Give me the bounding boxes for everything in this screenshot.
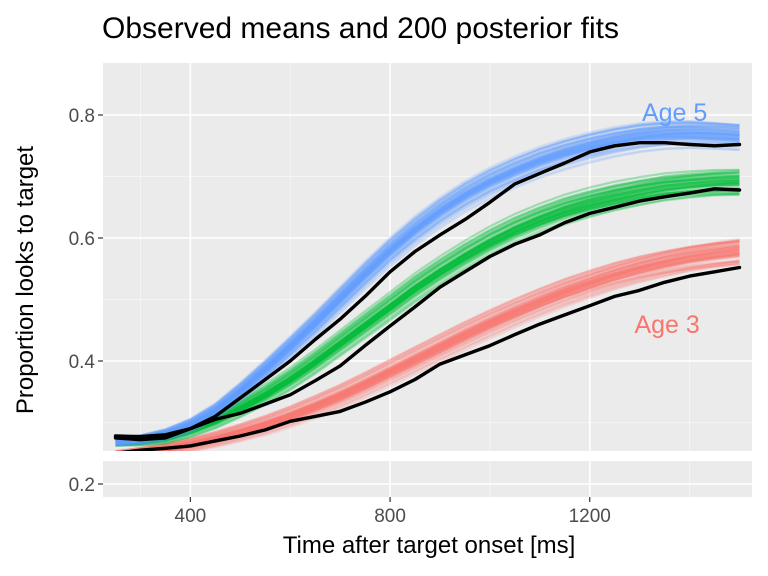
posterior-fit-line	[115, 122, 740, 441]
posterior-fit-line	[115, 239, 740, 453]
posterior-fit-line	[115, 246, 740, 455]
posterior-fit-line	[115, 240, 740, 453]
posterior-fits-group	[115, 237, 740, 460]
posterior-fit-line	[115, 263, 740, 460]
posterior-fit-line	[115, 261, 740, 459]
posterior-fit-line	[115, 240, 740, 453]
x-axis-label: Time after target onset [ms]	[282, 532, 576, 559]
posterior-fit-line	[115, 244, 740, 454]
posterior-fit-line	[115, 193, 740, 447]
posterior-fit-line	[115, 125, 740, 442]
plot-panel-lower	[103, 461, 752, 497]
posterior-fit-line	[115, 188, 740, 446]
plot-panel-upper	[103, 63, 752, 451]
posterior-fit-line	[115, 241, 740, 453]
posterior-fit-line	[115, 261, 740, 459]
posterior-fit-line	[115, 119, 740, 440]
x-tick-label: 1200	[569, 506, 611, 527]
posterior-fit-line	[115, 126, 740, 442]
y-axis-label: Proportion looks to target	[12, 145, 39, 415]
posterior-fit-line	[115, 127, 740, 442]
posterior-fit-line	[115, 192, 740, 447]
observed-mean-line	[113, 140, 742, 439]
posterior-fit-line	[115, 146, 740, 447]
posterior-fit-line	[115, 126, 740, 442]
posterior-fit-band	[115, 131, 740, 446]
y-tick-label: 0.4	[69, 352, 96, 373]
posterior-fit-line	[115, 120, 740, 440]
y-tick-label: 0.6	[69, 229, 95, 250]
posterior-fit-line	[115, 124, 740, 441]
posterior-fit-line	[115, 192, 740, 447]
y-tick-label: 0.2	[69, 475, 95, 496]
posterior-fit-line	[115, 261, 740, 459]
axis-break	[102, 451, 753, 461]
posterior-fit-line	[115, 181, 740, 444]
x-tick-label: 400	[175, 506, 207, 527]
posterior-fit-line	[115, 260, 740, 459]
observed-mean-line	[113, 187, 742, 442]
posterior-fit-line	[115, 260, 740, 459]
chart-title: Observed means and 200 posterior fits	[102, 12, 619, 45]
x-tick-label: 800	[374, 506, 406, 527]
posterior-fit-line	[115, 239, 740, 453]
posterior-fit-line	[115, 121, 740, 441]
posterior-fit-line	[115, 187, 740, 445]
posterior-fit-line	[115, 187, 740, 445]
posterior-fit-line	[115, 120, 740, 440]
observed-mean-line	[113, 265, 742, 455]
y-tick-label: 0.8	[69, 106, 95, 127]
posterior-fit-line	[115, 121, 740, 440]
posterior-fit-line	[115, 242, 740, 454]
posterior-fit-line	[115, 125, 740, 442]
posterior-fit-line	[115, 239, 740, 453]
posterior-fit-band	[115, 248, 740, 458]
posterior-fit-line	[115, 192, 740, 447]
posterior-fit-line	[115, 121, 740, 441]
series-label-annotation: Age 3	[634, 311, 699, 339]
posterior-fit-line	[115, 125, 740, 442]
posterior-fit-line	[115, 259, 740, 459]
series-label-annotation: Age 5	[642, 99, 707, 127]
posterior-fit-line	[115, 259, 740, 459]
posterior-fit-line	[115, 121, 740, 440]
posterior-fit-line	[115, 239, 740, 453]
posterior-fit-line	[115, 255, 740, 458]
posterior-fit-line	[115, 239, 740, 453]
posterior-fit-line	[115, 239, 740, 453]
posterior-fit-line	[115, 123, 740, 441]
